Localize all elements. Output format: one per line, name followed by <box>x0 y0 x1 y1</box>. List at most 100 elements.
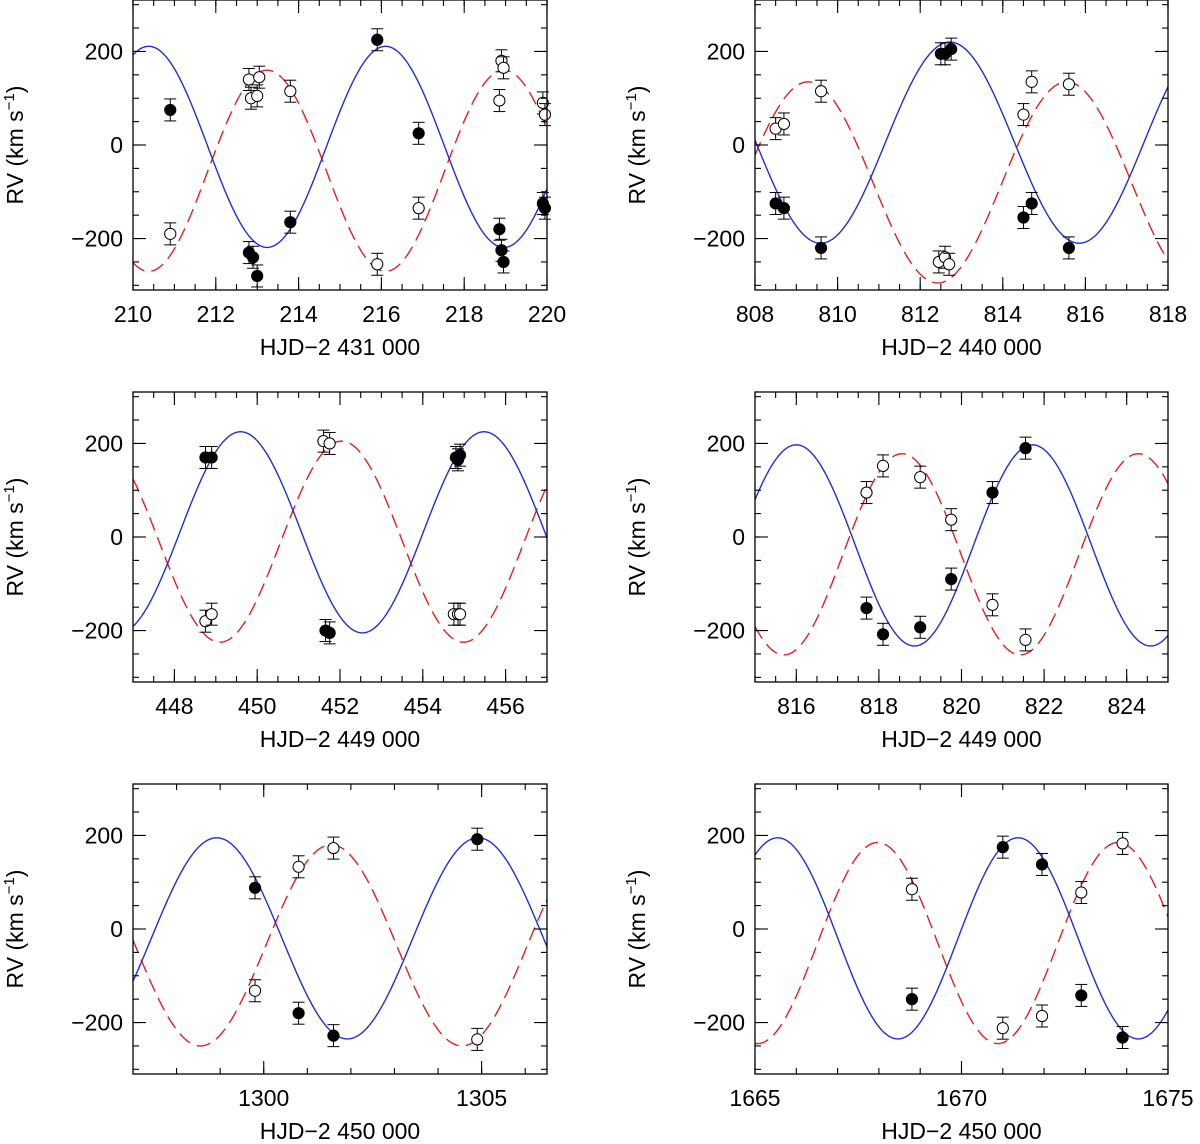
primary-rv-point <box>164 98 177 122</box>
primary-rv-point <box>996 835 1009 859</box>
rv-panel-1: 210 212 214 216 218 220 −200 0 200 HJD−2 431 000 R… <box>1 0 566 360</box>
x-tick-label: 818 <box>860 693 898 719</box>
primary-rv-point <box>538 196 552 220</box>
rv-panel-6: 1665 1670 1675 −200 0 200 HJD−2 450 000 RV (km … <box>623 783 1194 1144</box>
secondary-rv-point <box>453 602 467 626</box>
y-axis-label: RV (km s−1) <box>1 86 28 205</box>
y-axis-label: RV (km s−1) <box>623 478 650 597</box>
x-tick-label: 1670 <box>936 1085 987 1111</box>
secondary-rv-point <box>253 65 266 89</box>
x-tick-label: 808 <box>736 301 774 327</box>
x-tick-label: 210 <box>114 301 152 327</box>
primary-rv-point <box>323 621 336 645</box>
x-tick-label: 812 <box>901 301 939 327</box>
rv-panel-5: 1300 1305 −200 0 200 HJD−2 450 000 RV (km s−1) <box>1 783 548 1144</box>
x-tick-label: 1665 <box>729 1085 780 1111</box>
y-tick-label: 0 <box>732 916 745 942</box>
secondary-rv-point <box>914 465 927 489</box>
secondary-rv-point <box>497 56 510 80</box>
secondary-rv-point <box>471 1027 484 1051</box>
secondary-rv-point <box>943 252 956 276</box>
secondary-rv-point <box>814 79 828 103</box>
x-tick-label: 220 <box>528 301 566 327</box>
y-tick-label: −200 <box>71 618 123 644</box>
primary-rv-point <box>769 191 782 215</box>
y-tick-label: 0 <box>110 916 123 942</box>
x-tick-label: 814 <box>984 301 1023 327</box>
secondary-rv-curve <box>755 81 1168 284</box>
secondary-rv-point <box>327 836 340 860</box>
y-axis-label: RV (km s−1) <box>623 86 650 205</box>
primary-rv-point <box>777 196 791 220</box>
x-tick-label: 824 <box>1108 693 1147 719</box>
secondary-rv-curve <box>133 69 547 272</box>
secondary-rv-point <box>164 222 177 246</box>
x-tick-label: 454 <box>404 693 443 719</box>
secondary-rv-point <box>371 252 384 276</box>
primary-rv-point <box>914 615 927 639</box>
primary-rv-point <box>1019 436 1032 460</box>
primary-rv-curve <box>133 431 547 634</box>
x-tick-label: 452 <box>321 693 359 719</box>
secondary-rv-point <box>1017 103 1030 127</box>
secondary-rv-point <box>292 855 305 879</box>
secondary-rv-point <box>538 103 552 127</box>
x-axis-label: HJD−2 450 000 <box>881 1118 1041 1144</box>
x-tick-label: 212 <box>197 301 235 327</box>
secondary-rv-point <box>248 979 262 1003</box>
secondary-rv-point <box>777 112 791 136</box>
secondary-rv-point <box>412 196 425 220</box>
secondary-rv-point <box>1025 70 1038 94</box>
x-tick-label: 818 <box>1149 301 1187 327</box>
y-tick-label: 0 <box>110 524 123 550</box>
primary-rv-point <box>945 567 958 591</box>
secondary-rv-point <box>876 454 890 478</box>
primary-rv-point <box>945 37 958 61</box>
primary-rv-point <box>1062 236 1075 260</box>
secondary-rv-point <box>1062 72 1075 96</box>
primary-rv-point <box>453 443 467 467</box>
secondary-rv-point <box>986 593 999 617</box>
rv-panel-4: 816 818 820 822 824 −200 0 200 HJD−2 449 000 RV (… <box>623 391 1169 752</box>
x-tick-label: 822 <box>1025 693 1063 719</box>
plot-frame <box>132 0 548 291</box>
x-tick-label: 816 <box>1066 301 1104 327</box>
y-tick-label: 200 <box>85 38 123 64</box>
y-axis-label: RV (km s−1) <box>1 870 28 989</box>
y-tick-label: 0 <box>732 524 745 550</box>
secondary-rv-point <box>1035 1004 1049 1028</box>
secondary-rv-point <box>493 89 506 113</box>
primary-rv-curve <box>755 444 1168 647</box>
primary-rv-curve <box>755 41 1168 244</box>
primary-rv-point <box>292 1001 305 1025</box>
y-axis-label: RV (km s−1) <box>1 478 28 597</box>
primary-rv-point <box>493 217 506 241</box>
secondary-rv-point <box>1116 831 1129 855</box>
primary-rv-point <box>1017 206 1030 229</box>
secondary-rv-point <box>905 877 919 901</box>
y-tick-label: 200 <box>85 822 123 848</box>
secondary-rv-point <box>205 602 218 626</box>
primary-rv-point <box>248 876 262 900</box>
y-tick-label: 200 <box>707 430 745 456</box>
primary-rv-curve <box>133 837 547 1040</box>
y-tick-label: 200 <box>707 822 745 848</box>
secondary-rv-curve <box>755 841 1168 1045</box>
y-tick-label: 0 <box>110 132 123 158</box>
x-tick-label: 1305 <box>456 1085 507 1111</box>
secondary-rv-point <box>323 431 336 455</box>
y-tick-label: −200 <box>693 1010 745 1036</box>
secondary-rv-point <box>284 79 297 103</box>
plot-frame <box>132 391 548 683</box>
primary-rv-curve <box>133 45 547 249</box>
primary-rv-point <box>412 121 425 145</box>
y-tick-label: 200 <box>707 38 745 64</box>
y-tick-label: −200 <box>693 618 745 644</box>
primary-rv-point <box>876 622 890 646</box>
x-tick-label: 1300 <box>238 1085 289 1111</box>
x-tick-label: 456 <box>486 693 524 719</box>
secondary-rv-point <box>945 508 958 532</box>
primary-rv-point <box>205 445 218 469</box>
secondary-rv-point <box>1019 628 1032 652</box>
